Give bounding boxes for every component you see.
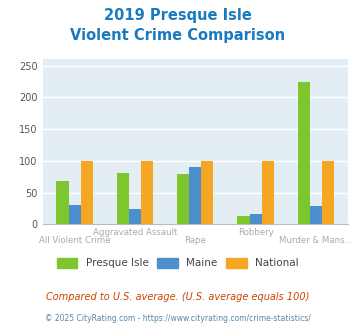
Bar	[298, 82, 310, 224]
Bar	[237, 215, 250, 224]
Text: All Violent Crime: All Violent Crime	[39, 236, 110, 245]
Bar	[201, 161, 213, 224]
Bar	[56, 181, 69, 224]
Legend: Presque Isle, Maine, National: Presque Isle, Maine, National	[56, 258, 299, 268]
Bar	[189, 167, 201, 224]
Text: Robbery: Robbery	[237, 228, 273, 237]
Bar	[322, 161, 334, 224]
Text: Rape: Rape	[184, 236, 206, 245]
Bar	[129, 209, 141, 224]
Bar	[250, 214, 262, 224]
Text: 2019 Presque Isle: 2019 Presque Isle	[104, 8, 251, 23]
Bar	[262, 161, 274, 224]
Bar	[310, 206, 322, 224]
Text: Violent Crime Comparison: Violent Crime Comparison	[70, 28, 285, 43]
Bar	[69, 205, 81, 224]
Bar	[81, 161, 93, 224]
Bar	[177, 174, 189, 224]
Bar	[117, 173, 129, 224]
Text: © 2025 CityRating.com - https://www.cityrating.com/crime-statistics/: © 2025 CityRating.com - https://www.city…	[45, 314, 310, 323]
Text: Compared to U.S. average. (U.S. average equals 100): Compared to U.S. average. (U.S. average …	[46, 292, 309, 302]
Bar	[141, 161, 153, 224]
Text: Murder & Mans...: Murder & Mans...	[279, 236, 353, 245]
Text: Aggravated Assault: Aggravated Assault	[93, 228, 177, 237]
